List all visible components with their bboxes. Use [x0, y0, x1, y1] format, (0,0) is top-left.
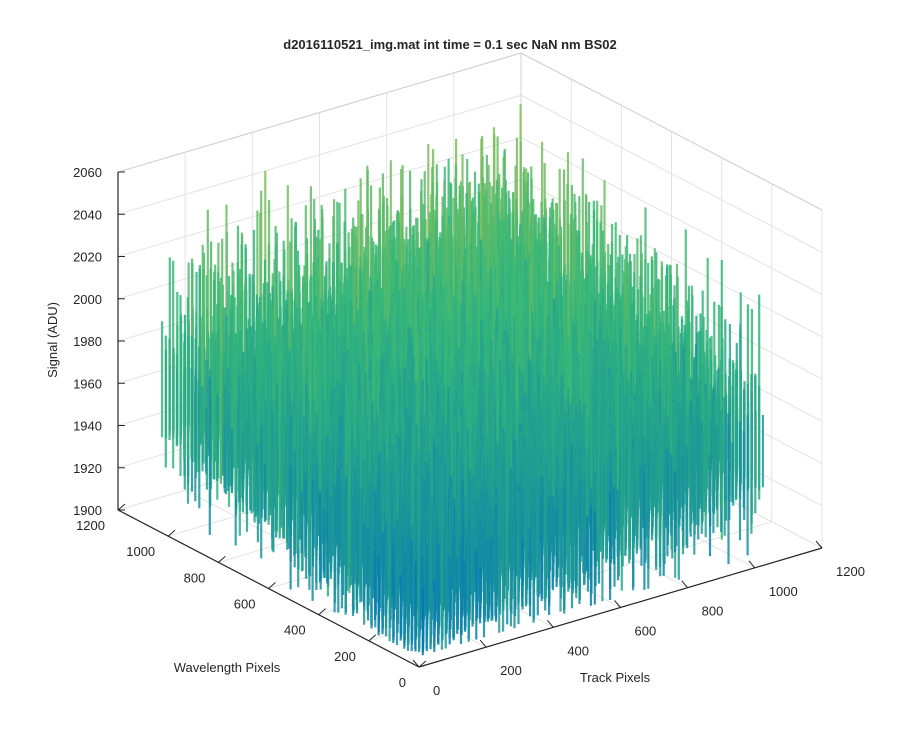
side-wall-grid-z [520, 137, 823, 295]
box-edge [117, 52, 522, 173]
side-wall-grid-z [520, 94, 823, 253]
back-wall-grid-z [117, 137, 522, 257]
box-edge [520, 52, 823, 211]
surface-layer [161, 104, 765, 656]
back-wall-grid-z [117, 94, 522, 215]
